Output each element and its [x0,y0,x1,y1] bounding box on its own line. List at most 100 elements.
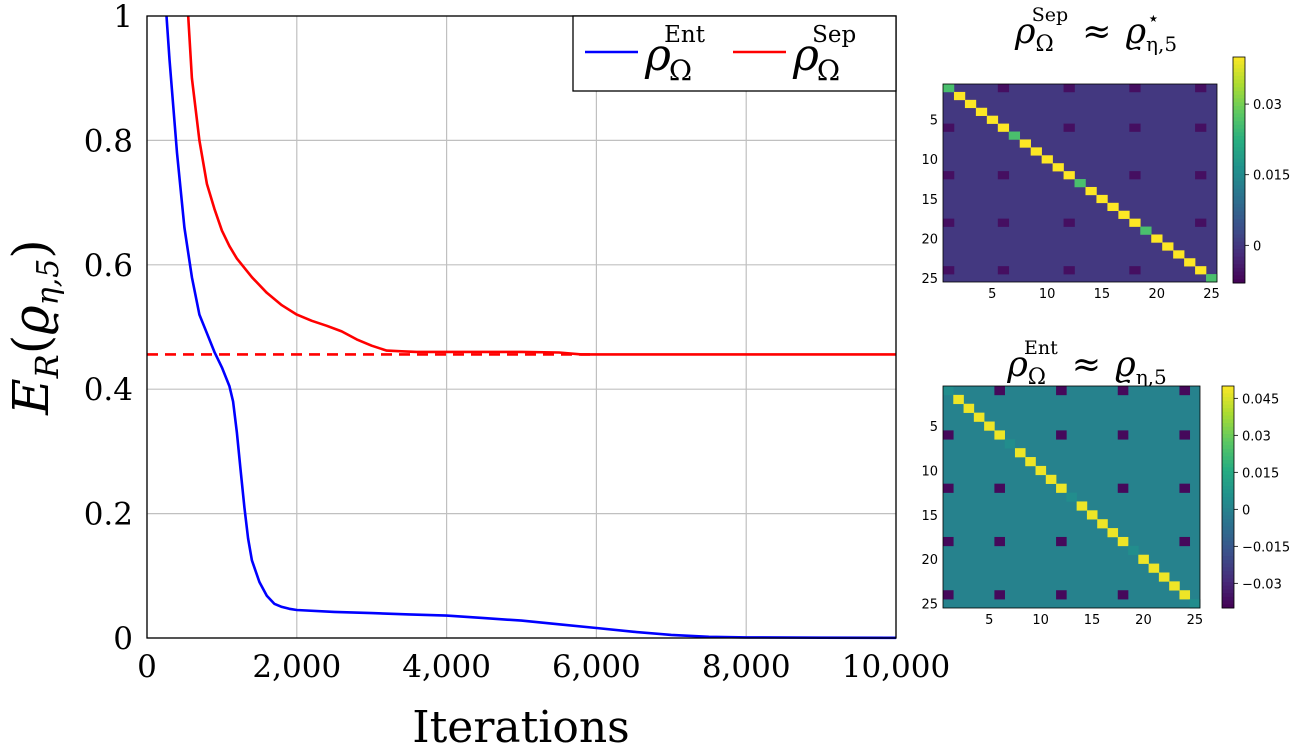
heatmap-ent-cell [1056,536,1067,547]
heatmap-ent-colorbar-label: 0.03 [1242,429,1271,444]
heatmap-ent-colorbar-step [1222,471,1234,476]
heatmap-ent-colorbar-step [1222,467,1234,472]
heatmap-sep-colorbar-frame [1232,56,1246,284]
heatmap-sep-cell [997,171,1010,180]
heatmap-ent-colorbar-step [1222,404,1234,409]
heatmap-ent-cell [973,412,985,422]
heatmap-sep-cell [1063,84,1075,93]
heatmap-sep-cell [975,107,988,116]
heatmap-sep-cell [1063,266,1075,275]
heatmap-sep-cell [1008,131,1021,140]
series-lines [147,15,897,640]
heatmap-ent-colorbar-step [1222,508,1234,513]
heatmap-ent-cell [1107,528,1119,538]
y-axis-label: ER(ϱη,5) [2,239,66,416]
heatmap-ent-colorbar-step [1222,437,1234,442]
heatmap-ent-colorbar-step [1222,460,1234,465]
heatmap-ent-y-tick: 10 [921,464,938,479]
heatmap-ent-colorbar-step [1222,441,1234,446]
y-label-sub: R [28,354,66,379]
heatmap-sep-cell [1063,171,1075,180]
heatmap-ent-cell [994,590,1005,600]
heatmap-sep-cell [1140,226,1152,235]
heatmap-sep-colorbar-step [1233,79,1245,84]
heatmap-sep-cell [1118,210,1130,219]
heatmap-ent-cell [1117,536,1129,547]
heatmap-ent-cell [943,430,954,440]
heatmap-ent-cell [994,536,1005,547]
heatmap-ent-colorbar-step [1222,589,1234,594]
heatmap-ent-colorbar-step [1222,600,1234,605]
heatmap-ent-colorbar-step [1222,423,1234,428]
heatmap-sep-cell [943,218,955,227]
heatmap-sep-colorbar-step [1233,166,1245,171]
heatmap-ent-cells [943,386,1201,609]
heatmap-sep-colorbar-step [1233,90,1245,96]
y-tick-label: 1 [113,0,133,35]
heatmap-sep-colorbar-step [1233,200,1245,205]
heatmap-ent-y-tick: 20 [921,553,938,568]
heatmap-ent-cell [953,394,964,405]
heatmap-sep-colorbar-step [1233,162,1245,167]
heatmap-sep-cell [1195,171,1207,180]
heatmap-sep-colorbar-step [1233,264,1245,269]
y-label-arg-sub: η,5 [31,259,66,306]
heatmap-sep-y-tick: 25 [921,272,938,287]
heatmap-ent-cell [1004,439,1016,449]
heatmap-ent-cell [1117,590,1129,600]
heatmap-ent-colorbar-step [1222,519,1234,524]
heatmap-sep-cell [986,115,999,124]
heatmap-ent-cell [1117,483,1129,493]
y-label-close: ) [2,239,60,259]
heatmap-sep-cell [1195,84,1207,93]
heatmap-sep-colorbar-step [1233,83,1245,88]
heatmap-ent-cell [1097,519,1108,529]
heatmap-sep-colorbar-step [1233,275,1245,280]
heatmap-ent-x-tick: 5 [985,613,993,628]
heatmap-sep-colorbar-step [1233,230,1245,235]
heatmap-ent-cell [943,483,954,493]
heatmap-ent-colorbar-label: −0.015 [1242,540,1290,555]
heatmap-ent-colorbar-step [1222,604,1234,609]
grid-lines [146,15,897,639]
heatmap-sep-x-tick: 10 [1039,287,1056,302]
heatmap-ent-colorbar-frame [1221,385,1235,609]
x-tick-label: 4,000 [402,649,491,685]
heatmap-ent-colorbar-step [1222,445,1234,450]
heatmap-ent-colorbar-step [1222,419,1234,424]
heatmap-ent-colorbar-step [1222,578,1234,583]
heatmap-ent-cell [1179,386,1191,396]
heatmap-ent-ticks: 5 5 10 10 15 15 20 20 25 25 [921,420,1203,628]
heatmap-ent-cell [943,386,954,396]
heatmap-sep-cell [1129,218,1141,227]
heatmap-ent-colorbar-label: 0.045 [1242,392,1279,407]
heatmap-sep-cell [1129,171,1141,180]
heatmap-sep: ρΩSep ≈ ϱη,5⋆ 5 5 10 10 15 15 20 20 25 25 0.03 0.015… [921,4,1290,302]
heatmap-ent-colorbar-step [1222,534,1234,539]
heatmap-ent-x-tick: 20 [1135,613,1152,628]
heatmap-ent-cell [1128,545,1139,556]
heatmap-sep-colorbar-step [1233,237,1245,242]
heatmap-sep-colorbar-step [1233,151,1245,156]
heatmap-sep-cell [1129,266,1141,275]
heatmap-ent-colorbar-step [1222,548,1234,553]
heatmap-ent-cell [994,386,1005,396]
y-label-open: ( [2,335,60,355]
y-tick-label: 0.8 [84,123,133,159]
y-tick-label: 0.4 [84,372,133,408]
heatmap-ent-cell [1076,501,1088,511]
heatmap-ent-colorbar-step [1222,574,1234,579]
heatmap-sep-frame [942,83,1218,283]
heatmap-ent-colorbar-step [1222,596,1234,601]
heatmap-sep-colorbar-step [1233,117,1245,122]
heatmap-sep-colorbar-step [1233,192,1245,197]
heatmap-ent-y-tick: 5 [930,420,938,435]
heatmap-ent-colorbar-step [1222,537,1234,542]
heatmap-sep-cell [1052,163,1064,172]
heatmap-sep-colorbar-label: 0.015 [1253,169,1290,184]
heatmap-ent-colorbar-step [1222,393,1234,398]
heatmap-sep-colorbar-step [1233,158,1245,163]
heatmap-ent-colorbar-label: 0.015 [1242,466,1279,481]
heatmap-sep-cell [1107,202,1119,212]
heatmap-sep-cells [943,84,1218,283]
